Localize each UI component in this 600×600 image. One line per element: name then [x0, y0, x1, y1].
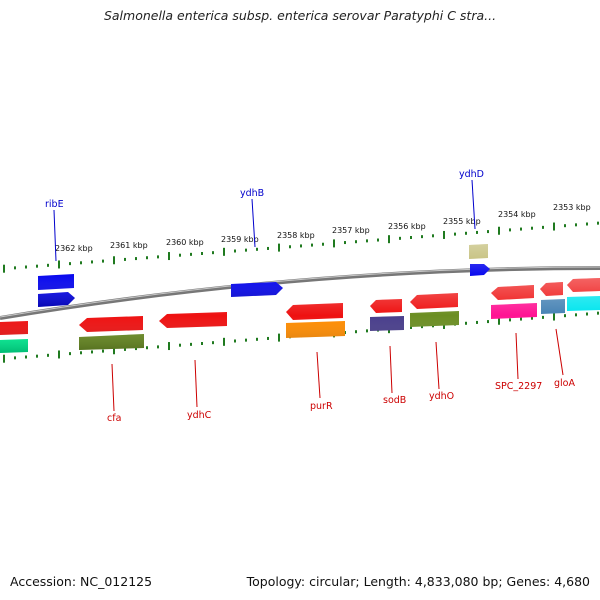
scale-label: 2354 kbp: [498, 210, 536, 219]
scale-label: 2358 kbp: [277, 231, 315, 240]
gene-label-ydhB[interactable]: ydhB: [240, 188, 264, 199]
label-leader: [389, 345, 393, 394]
gene-label-SPC_2297[interactable]: SPC_2297: [495, 381, 542, 392]
scale-label: 2362 kbp: [55, 244, 93, 253]
scale-label: 2360 kbp: [166, 238, 204, 247]
label-leader: [515, 332, 519, 380]
backbone-arc: [0, 266, 600, 320]
scale-label: 2353 kbp: [553, 203, 591, 212]
scale-labels: 2362 kbp 2361 kbp 2360 kbp 2359 kbp 2358…: [55, 203, 591, 253]
gene-shading: [38, 244, 490, 307]
scale-label: 2359 kbp: [221, 235, 259, 244]
label-leader: [471, 179, 476, 230]
label-leader: [111, 363, 115, 412]
inner-gene-labels: cfa ydhC purR sodB ydhO SPC_2297 gloA: [107, 328, 575, 424]
outer-gene-labels: ribE ydhB ydhD: [45, 169, 484, 262]
gene-label-ydhD[interactable]: ydhD: [459, 169, 484, 180]
label-leader: [251, 198, 256, 248]
gene-label-ribE[interactable]: ribE: [45, 199, 64, 210]
label-leader: [555, 328, 564, 376]
map-title: Salmonella enterica subsp. enterica sero…: [103, 8, 497, 23]
gene-label-ydhC[interactable]: ydhC: [187, 410, 212, 421]
label-leader: [316, 351, 321, 399]
scale-label: 2361 kbp: [110, 241, 148, 250]
label-leader: [435, 341, 440, 390]
forward-strand-features: [38, 244, 490, 307]
gene-label-gloA[interactable]: gloA: [554, 378, 575, 389]
gene-label-sodB[interactable]: sodB: [383, 395, 406, 406]
backbone-arc-highlight: [0, 266, 600, 318]
gene-label-purR[interactable]: purR: [310, 401, 333, 412]
label-leader: [194, 359, 198, 408]
scale-label: 2357 kbp: [332, 226, 370, 235]
label-leader: [53, 209, 57, 262]
gene-label-ydhO[interactable]: ydhO: [429, 391, 454, 402]
reverse-strand-features: [0, 278, 600, 353]
scale-label: 2356 kbp: [388, 222, 426, 231]
outer-tick-ruler: [3, 221, 599, 273]
topology-text: Topology: circular; Length: 4,833,080 bp…: [246, 574, 590, 589]
gene-label-cfa[interactable]: cfa: [107, 413, 121, 424]
scale-label: 2355 kbp: [443, 217, 481, 226]
gene-shading: [0, 278, 600, 353]
accession-text: Accession: NC_012125: [10, 574, 153, 589]
